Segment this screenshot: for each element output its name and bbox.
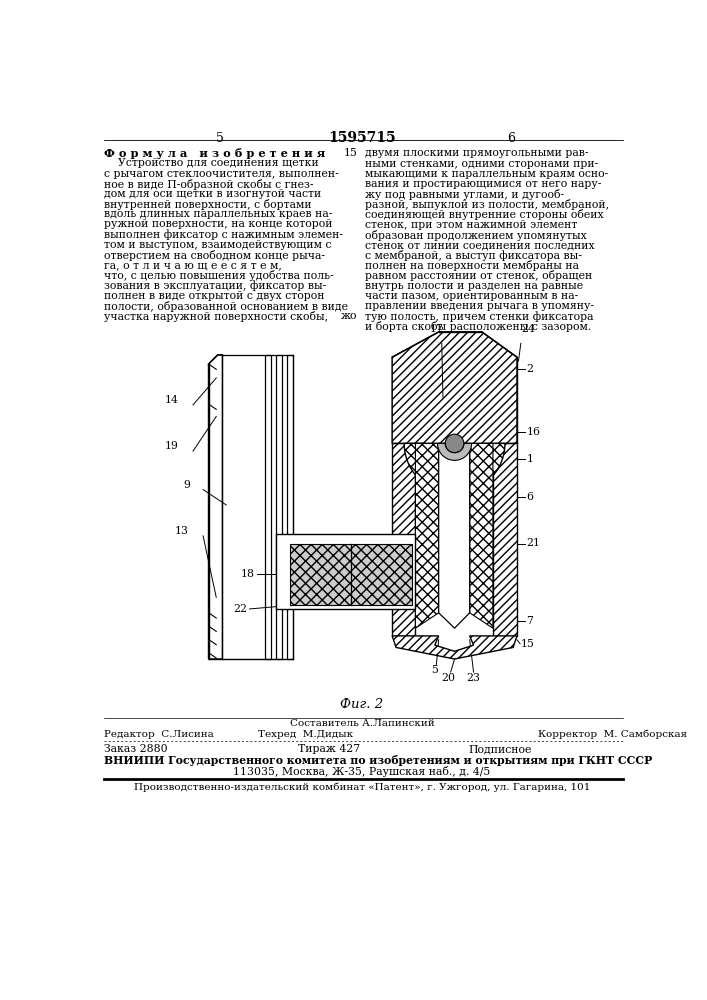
PathPatch shape [392,636,517,659]
Text: равном расстоянии от стенок, обращен: равном расстоянии от стенок, обращен [365,270,592,281]
Text: Ф о р м у л а   и з о б р е т е н и я: Ф о р м у л а и з о б р е т е н и я [104,148,325,159]
Text: двумя плоскими прямоугольными рав-: двумя плоскими прямоугольными рав- [365,148,588,158]
Text: внутрь полости и разделен на равные: внутрь полости и разделен на равные [365,281,583,291]
PathPatch shape [287,355,293,659]
PathPatch shape [438,443,469,628]
PathPatch shape [438,443,472,460]
Text: Тираж 427: Тираж 427 [298,744,360,754]
Text: 19: 19 [165,441,178,451]
Text: участка наружной поверхности скобы,: участка наружной поверхности скобы, [104,311,328,322]
Text: 22: 22 [233,604,247,614]
Text: правлении введения рычага в упомяну-: правлении введения рычага в упомяну- [365,301,594,311]
Text: 18: 18 [241,569,255,579]
Text: Техред  М.Дидык: Техред М.Дидык [258,730,353,739]
Text: разной, выпуклой из полости, мембраной,: разной, выпуклой из полости, мембраной, [365,199,609,210]
Text: 6: 6 [507,132,515,145]
Text: 17: 17 [430,324,444,334]
Text: 113035, Москва, Ж-35, Раушская наб., д. 4/5: 113035, Москва, Ж-35, Раушская наб., д. … [233,766,491,777]
Text: и борта скобы расположены с зазором.: и борта скобы расположены с зазором. [365,321,591,332]
Text: 1: 1 [526,454,533,464]
Text: 6: 6 [526,492,533,502]
Text: 14: 14 [165,395,178,405]
Text: жо: жо [341,311,357,321]
Text: стенок, при этом нажимной элемент: стенок, при этом нажимной элемент [365,220,578,230]
Text: отверстием на свободном конце рыча-: отверстием на свободном конце рыча- [104,250,325,261]
Text: Подписное: Подписное [468,744,532,754]
Text: выполнен фиксатор с нажимным элемен-: выполнен фиксатор с нажимным элемен- [104,230,343,240]
Text: 5: 5 [216,132,224,145]
PathPatch shape [392,332,517,443]
Text: зования в эксплуатации, фиксатор вы-: зования в эксплуатации, фиксатор вы- [104,280,326,291]
Text: вдоль длинных параллельных краев на-: вдоль длинных параллельных краев на- [104,209,332,219]
Text: стенок от линии соединения последних: стенок от линии соединения последних [365,240,595,250]
Text: с мембраной, а выступ фиксатора вы-: с мембраной, а выступ фиксатора вы- [365,250,582,261]
PathPatch shape [404,443,505,493]
Text: тую полость, причем стенки фиксатора: тую полость, причем стенки фиксатора [365,311,594,322]
Text: образован продолжением упомянутых: образован продолжением упомянутых [365,230,587,241]
Text: 24: 24 [521,324,534,334]
Text: 16: 16 [526,427,540,437]
Text: с рычагом стеклоочистителя, выполнен-: с рычагом стеклоочистителя, выполнен- [104,169,339,179]
Text: соединяющей внутренние стороны обеих: соединяющей внутренние стороны обеих [365,209,604,220]
Text: Устройство для соединения щетки: Устройство для соединения щетки [104,158,319,168]
Text: вания и простирающимися от него нару-: вания и простирающимися от него нару- [365,179,602,189]
Text: полости, образованной основанием в виде: полости, образованной основанием в виде [104,301,348,312]
Text: га, о т л и ч а ю щ е е с я т е м,: га, о т л и ч а ю щ е е с я т е м, [104,260,282,270]
PathPatch shape [392,357,416,636]
PathPatch shape [276,534,416,609]
Text: 1595715: 1595715 [328,131,396,145]
Text: том и выступом, взаимодействующим с: том и выступом, взаимодействующим с [104,240,332,250]
Text: полнен на поверхности мембраны на: полнен на поверхности мембраны на [365,260,579,271]
Text: Корректор  М. Самборская: Корректор М. Самборская [538,730,687,739]
Text: Составитель А.Лапинский: Составитель А.Лапинский [290,719,434,728]
Text: 13: 13 [175,526,189,536]
Text: внутренней поверхности, с бортами: внутренней поверхности, с бортами [104,199,312,210]
PathPatch shape [209,355,223,659]
PathPatch shape [265,355,271,659]
Text: Редактор  С.Лисина: Редактор С.Лисина [104,730,214,739]
Circle shape [445,434,464,453]
Text: 7: 7 [526,615,533,626]
Text: части пазом, ориентированным в на-: части пазом, ориентированным в на- [365,291,578,301]
Text: что, с целью повышения удобства поль-: что, с целью повышения удобства поль- [104,270,334,281]
Text: ружной поверхности, на конце которой: ружной поверхности, на конце которой [104,219,332,229]
Text: мыкающими к параллельным краям осно-: мыкающими к параллельным краям осно- [365,169,608,179]
Text: 23: 23 [467,673,481,683]
Text: 20: 20 [441,673,455,683]
Text: дом для оси щетки в изогнутой части: дом для оси щетки в изогнутой части [104,189,321,199]
Text: 15: 15 [344,148,357,158]
PathPatch shape [493,357,517,636]
Text: 15: 15 [521,639,534,649]
Text: ВНИИПИ Государственного комитета по изобретениям и открытиям при ГКНТ СССР: ВНИИПИ Государственного комитета по изоб… [104,755,652,766]
PathPatch shape [290,544,411,605]
Text: жу под равными углами, и дугооб-: жу под равными углами, и дугооб- [365,189,564,200]
Text: ными стенками, одними сторонами при-: ными стенками, одними сторонами при- [365,159,598,169]
Text: 5: 5 [431,665,438,675]
Text: Заказ 2880: Заказ 2880 [104,744,168,754]
Text: 9: 9 [183,480,190,490]
Text: полнен в виде открытой с двух сторон: полнен в виде открытой с двух сторон [104,291,325,301]
PathPatch shape [469,443,493,628]
Text: 2: 2 [526,364,533,374]
Text: 21: 21 [526,538,540,548]
PathPatch shape [276,355,282,659]
Text: Производственно-издательский комбинат «Патент», г. Ужгород, ул. Гагарина, 101: Производственно-издательский комбинат «П… [134,782,590,792]
Text: Фиг. 2: Фиг. 2 [340,698,383,710]
Text: ное в виде П-образной скобы с гнез-: ное в виде П-образной скобы с гнез- [104,179,313,190]
PathPatch shape [416,443,438,628]
